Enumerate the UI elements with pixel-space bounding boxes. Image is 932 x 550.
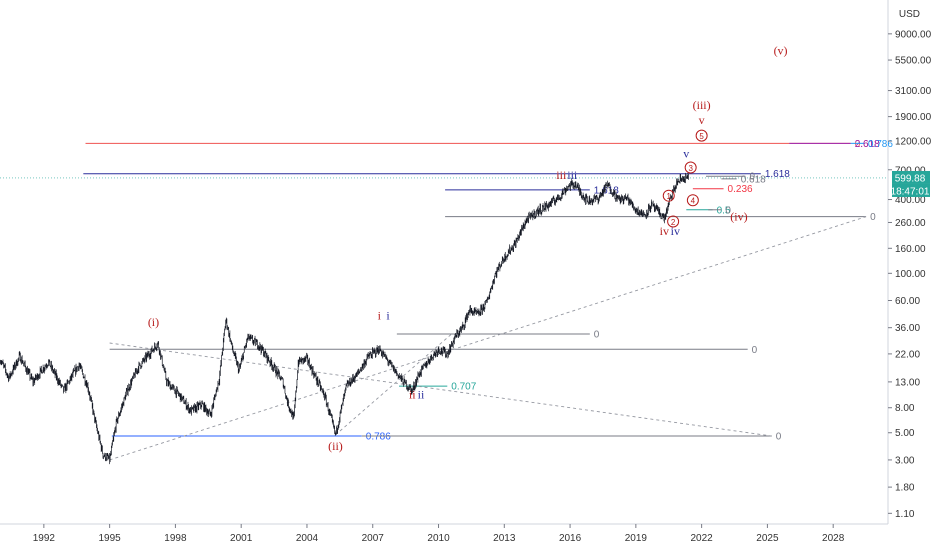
svg-text:3: 3 bbox=[688, 164, 693, 173]
fib-line-label: 0.786 bbox=[868, 139, 893, 150]
y-tick-label: 3.00 bbox=[895, 455, 915, 466]
y-tick-label: 9000.00 bbox=[895, 29, 932, 40]
wave-label: iv bbox=[660, 224, 669, 238]
y-tick-label: 1.80 bbox=[895, 483, 915, 494]
y-tick-label: 1.10 bbox=[895, 509, 915, 520]
y-tick-label: 60.00 bbox=[895, 296, 920, 307]
fib-line-label: 1.618 bbox=[765, 169, 790, 180]
x-axis: 1992 1995 1998 2001 2004 2007 2010 2013 2016 2019… bbox=[33, 524, 845, 544]
fib-line-label: 0 bbox=[594, 329, 600, 340]
x-tick-label: 2010 bbox=[427, 533, 450, 544]
wave-label: v bbox=[699, 113, 705, 127]
x-tick-label: 2016 bbox=[559, 533, 582, 544]
wave-label: ii bbox=[409, 388, 416, 402]
y-tick-label: 22.00 bbox=[895, 349, 920, 360]
y-tick-label: 5500.00 bbox=[895, 56, 932, 67]
svg-text:4: 4 bbox=[691, 197, 696, 206]
circled-wave-label: 4 bbox=[686, 194, 699, 207]
x-tick-label: 1992 bbox=[33, 533, 56, 544]
currency-label: USD bbox=[899, 9, 920, 20]
x-tick-label: 2019 bbox=[625, 533, 648, 544]
y-tick-label: 400.00 bbox=[895, 195, 926, 206]
y-tick-label: 260.00 bbox=[895, 218, 926, 229]
circled-wave-label: 2 bbox=[667, 215, 680, 228]
trend-line bbox=[109, 342, 772, 437]
y-tick-label: 160.00 bbox=[895, 244, 926, 255]
fib-line-label: 0 bbox=[749, 172, 755, 183]
svg-text:5: 5 bbox=[699, 132, 704, 141]
y-tick-label: 700.00 bbox=[895, 165, 926, 176]
y-tick-label: 100.00 bbox=[895, 269, 926, 280]
y-tick-label: 13.00 bbox=[895, 377, 920, 388]
y-tick-label: 5.00 bbox=[895, 428, 915, 439]
trend-line bbox=[109, 216, 867, 461]
wave-label: (i) bbox=[148, 315, 159, 329]
fib-line-label: 2.618 bbox=[855, 139, 880, 150]
circled-wave-label: 1 bbox=[662, 189, 675, 202]
x-tick-label: 2013 bbox=[493, 533, 516, 544]
wave-label: (iv) bbox=[730, 209, 747, 223]
last-price-badge: 599.88 18:47:01 bbox=[891, 170, 930, 197]
fib-line-label: 0.5 bbox=[717, 205, 731, 216]
x-tick-label: 2007 bbox=[362, 533, 385, 544]
x-tick-label: 2022 bbox=[691, 533, 714, 544]
trend-lines bbox=[109, 216, 867, 461]
wave-label: iii bbox=[567, 168, 578, 182]
wave-label: i bbox=[386, 308, 390, 322]
fib-line-label: 0.618 bbox=[741, 174, 766, 185]
circled-wave-label: 5 bbox=[695, 129, 708, 142]
x-tick-label: 1995 bbox=[99, 533, 122, 544]
x-tick-label: 2001 bbox=[230, 533, 253, 544]
x-tick-label: 2004 bbox=[296, 533, 319, 544]
fib-line-label: 1.618 bbox=[594, 185, 619, 196]
wave-label: iv bbox=[671, 224, 680, 238]
trend-line bbox=[335, 333, 452, 436]
wave-label: (iii) bbox=[693, 98, 711, 112]
svg-text:1: 1 bbox=[667, 192, 672, 201]
svg-text:2: 2 bbox=[671, 218, 676, 227]
fib-line-label: 0.618 bbox=[855, 139, 880, 150]
price-series bbox=[0, 172, 689, 465]
wave-label: v bbox=[683, 147, 689, 161]
x-tick-label: 1998 bbox=[164, 533, 187, 544]
y-tick-label: 3100.00 bbox=[895, 86, 932, 97]
circled-wave-label: 3 bbox=[684, 161, 697, 174]
x-tick-label: 2025 bbox=[756, 533, 779, 544]
y-tick-label: 8.00 bbox=[895, 403, 915, 414]
wave-label: i bbox=[378, 308, 382, 322]
fib-line-label: 0 bbox=[776, 432, 782, 443]
y-tick-label: 1200.00 bbox=[895, 137, 932, 148]
y-tick-label: 36.00 bbox=[895, 323, 920, 334]
fib-line-label: 0 bbox=[870, 212, 876, 223]
x-tick-label: 2028 bbox=[822, 533, 845, 544]
countdown-value: 18:47:01 bbox=[891, 186, 930, 197]
y-tick-label: 1900.00 bbox=[895, 112, 932, 123]
grid bbox=[0, 0, 889, 525]
y-axis[interactable]: 9000.00 5500.00 3100.00 1900.00 1200.00 700.0… bbox=[888, 29, 932, 520]
fib-line-label: 0.707 bbox=[451, 382, 476, 393]
fib-line-label: 0 bbox=[725, 205, 731, 216]
fib-line-label: 0 bbox=[752, 345, 758, 356]
wave-label: (ii) bbox=[328, 439, 343, 453]
fib-line-label: 0.786 bbox=[366, 432, 391, 443]
wave-label: ii bbox=[418, 388, 425, 402]
wave-label: (v) bbox=[774, 44, 788, 58]
wave-label: iii bbox=[556, 168, 567, 182]
last-price-value: 599.88 bbox=[895, 173, 926, 184]
fib-line-label: 0.236 bbox=[728, 184, 753, 195]
